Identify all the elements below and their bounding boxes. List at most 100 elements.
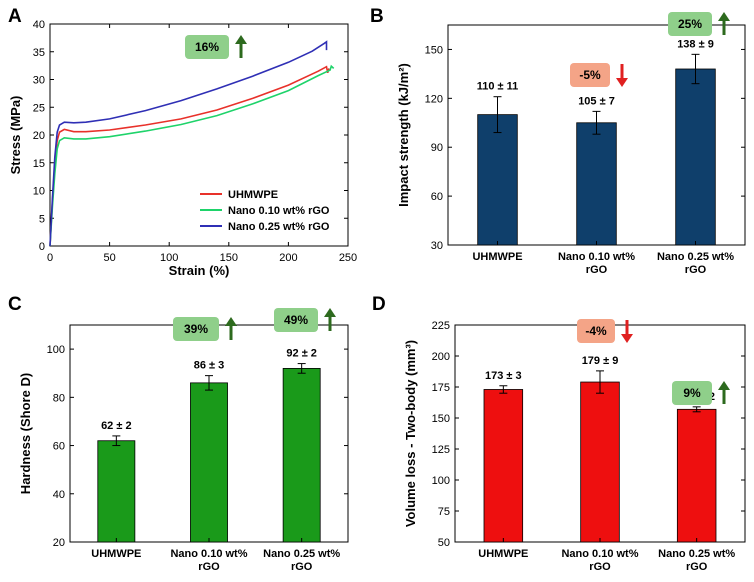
panel-c-annotation-39-arrow-head [225, 317, 237, 326]
panel-c-annotation-39-badge-label: 39% [184, 322, 208, 336]
panel-d-volume-loss-chart: 50 75 100 125 150 175 200 225 173 ± 3 UHMWPE 179 ±… [403, 319, 746, 573]
panel-a-annotation-badge-label: 16% [195, 40, 219, 54]
panel-b-bar-nano-0-10-wt-rgo [576, 122, 617, 246]
panel-c-bar-uhmwpe [97, 440, 136, 543]
panel-c-annotation-49-arrow-head [324, 308, 336, 317]
panel-b-data-label-uhmwpe: 110 ± 11 [477, 81, 519, 93]
panel-a-xtick-label: 0 [47, 252, 53, 264]
panel-b-bar-uhmwpe [477, 114, 518, 246]
panel-letter-d: D [372, 294, 386, 315]
panel-d-annotation-9-badge-label: 9% [683, 386, 701, 400]
panel-d-category-label-nano-0-10-wt-rgo-line2: rGO [589, 561, 611, 573]
panel-a-ytick-label: 5 [39, 213, 45, 225]
panel-d-ytick-label: 175 [432, 382, 450, 394]
panel-c-annotation-39-arrow-up-icon [225, 317, 237, 340]
panel-a-ytick-label: 20 [33, 130, 45, 142]
panel-a-annotation-arrow-head [235, 35, 247, 44]
panel-d-bar-nano-0-10-wt-rgo [580, 381, 620, 543]
panel-b-category-label-uhmwpe: UHMWPE [472, 251, 522, 263]
panel-a-series-line-nano-0-10-wt-rgo [49, 64, 335, 247]
panel-letter-b: B [370, 6, 384, 27]
panel-a-annotation-badge [185, 35, 229, 59]
panel-d-category-label-nano-0-10-wt-rgo: Nano 0.10 wt% [561, 548, 638, 560]
panel-d-annotation-4-arrow-down-icon [621, 320, 633, 343]
panel-b-data-label-nano-0-10-wt-rgo: 105 ± 7 [578, 95, 615, 107]
panel-d-y-axis-label: Volume loss - Two-body (mm³) [403, 340, 418, 527]
panel-b-annotation-5-arrow-head [616, 78, 628, 87]
panel-c-data-label-nano-0-25-wt-rgo: 92 ± 2 [286, 348, 317, 360]
panel-b-category-label-nano-0-25-wt-rgo: Nano 0.25 wt% [657, 251, 734, 263]
panel-a-xtick-label: 150 [220, 252, 238, 264]
panel-d-bar-nano-0-25-wt-rgo [676, 408, 717, 543]
panel-c-bar-nano-0-25-wt-rgo [282, 367, 321, 543]
panel-b-ytick-label: 60 [431, 191, 443, 203]
panel-b-y-axis-label: Impact strength (kJ/m²) [396, 63, 411, 207]
panel-b-data-label-nano-0-25-wt-rgo: 138 ± 9 [677, 38, 714, 50]
panel-c-ytick-label: 20 [53, 537, 65, 549]
panel-d-data-label-nano-0-10-wt-rgo: 179 ± 9 [582, 355, 619, 367]
panel-d-annotation-4-badge-label: -4% [585, 324, 607, 338]
panel-d-ytick-label: 75 [438, 506, 450, 518]
panel-c-category-label-uhmwpe: UHMWPE [91, 548, 141, 560]
panel-a-xtick-label: 50 [103, 252, 115, 264]
panel-a-stress-strain-chart: 0 5 10 15 20 25 30 35 40 0 50 100 150 200 250 Strain (%… [8, 19, 357, 278]
panel-b-ytick-label: 30 [431, 240, 443, 252]
panel-b-annotation-5-badge-label: -5% [579, 68, 601, 82]
panel-b-ytick-label: 120 [425, 93, 443, 105]
panel-a-ytick-label: 0 [39, 241, 45, 253]
panel-c-ytick-label: 100 [47, 344, 65, 356]
panel-b-annotation-25-badge-label: 25% [678, 17, 702, 31]
panel-b-annotation-25-arrow-up-icon [718, 12, 730, 35]
panel-a-xtick-label: 100 [160, 252, 178, 264]
panel-d-ytick-label: 200 [432, 351, 450, 363]
panel-c-annotation-39-badge [173, 317, 219, 341]
panel-b-annotation-25-badge [668, 12, 712, 36]
panel-c-data-label-nano-0-10-wt-rgo: 86 ± 3 [194, 360, 225, 372]
panel-d-annotation-9-badge [672, 381, 712, 405]
panel-c-category-label-nano-0-10-wt-rgo-line2: rGO [198, 561, 220, 573]
panel-d-ytick-label: 125 [432, 444, 450, 456]
panel-b-category-label-nano-0-25-wt-rgo-line2: rGO [685, 264, 707, 276]
panel-d-ytick-label: 150 [432, 413, 450, 425]
panel-a-xtick-label: 250 [339, 252, 357, 264]
panel-d-category-label-nano-0-25-wt-rgo: Nano 0.25 wt% [658, 548, 735, 560]
panel-c-annotation-49-badge [274, 308, 318, 332]
panel-c-ytick-label: 80 [53, 392, 65, 404]
panel-a-series-line-uhmwpe [49, 65, 330, 247]
panel-a-ytick-label: 10 [33, 186, 45, 198]
panel-c-category-label-nano-0-25-wt-rgo-line2: rGO [291, 561, 313, 573]
panel-b-category-label-nano-0-10-wt-rgo: Nano 0.10 wt% [558, 251, 635, 263]
panel-a-annotation-arrow-up-icon [235, 35, 247, 58]
panel-c-y-axis-label: Hardness (Shore D) [18, 373, 33, 494]
panel-b-bar-nano-0-25-wt-rgo [675, 68, 716, 246]
panel-d-annotation-4-arrow-head [621, 334, 633, 343]
panel-b-annotation-5-badge [570, 63, 610, 87]
panel-d-annotation-9-arrow-head [718, 381, 730, 390]
panel-b-ytick-label: 90 [431, 142, 443, 154]
panel-a-series-line-nano-0-25-wt-rgo [49, 40, 328, 247]
panel-d-data-label-uhmwpe: 173 ± 3 [485, 370, 522, 382]
panel-d-annotation-4-badge [577, 319, 615, 343]
panel-c-bar-nano-0-10-wt-rgo [190, 382, 228, 543]
panel-c-hardness-chart: 20 40 60 80 100 62 ± 2 UHMWPE 86 ± 3 Nano 0.10 w… [18, 308, 349, 573]
panel-d-ytick-label: 100 [432, 475, 450, 487]
panel-a-legend-label-uhmwpe: UHMWPE [228, 189, 278, 201]
panel-a-ytick-label: 15 [33, 158, 45, 170]
panel-d-bar-uhmwpe [483, 389, 524, 543]
panel-c-ytick-label: 40 [53, 489, 65, 501]
panel-letter-c: C [8, 294, 22, 315]
panel-b-annotation-5-arrow-down-icon [616, 64, 628, 87]
panel-c-data-label-uhmwpe: 62 ± 2 [101, 420, 132, 432]
panel-c-annotation-49-badge-label: 49% [284, 313, 308, 327]
panel-a-y-axis-label: Stress (MPa) [8, 96, 23, 175]
panel-b-impact-strength-chart: 30 60 90 120 150 110 ± 11 UHMWPE 105 ± 7 Nano 0.… [396, 12, 746, 276]
panel-a-ytick-label: 40 [33, 19, 45, 31]
panel-b-category-label-nano-0-10-wt-rgo-line2: rGO [586, 264, 608, 276]
panel-a-ytick-label: 35 [33, 47, 45, 59]
panel-d-annotation-9-arrow-up-icon [718, 381, 730, 404]
panel-a-ytick-label: 30 [33, 75, 45, 87]
panel-d-ytick-label: 225 [432, 320, 450, 332]
panel-c-annotation-49-arrow-up-icon [324, 308, 336, 331]
panel-a-legend-label-nano-0-25-wt-rgo: Nano 0.25 wt% rGO [228, 221, 330, 233]
